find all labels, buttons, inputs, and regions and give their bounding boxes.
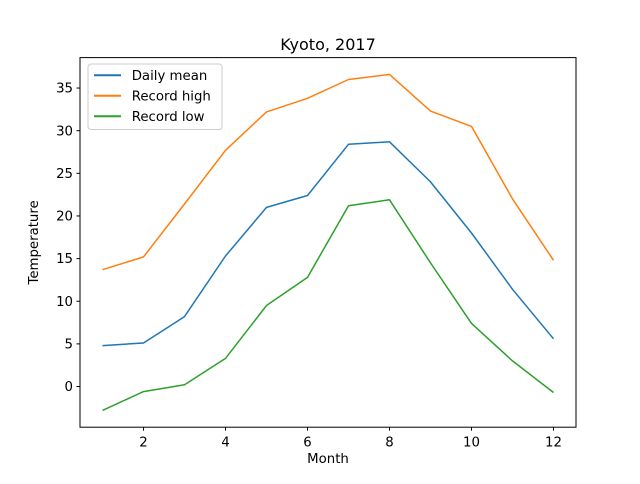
y-tick-label: 10 xyxy=(56,295,73,310)
x-tick-label: 8 xyxy=(385,436,393,451)
x-axis-label: Month xyxy=(307,452,349,467)
legend-label-record-high: Record high xyxy=(132,90,211,105)
line-daily-mean xyxy=(102,141,555,347)
y-tick-label: 35 xyxy=(56,82,73,97)
y-tick-label: 15 xyxy=(56,252,73,267)
plot-area xyxy=(79,57,577,428)
legend-box xyxy=(87,63,223,130)
line-record-low xyxy=(102,199,554,412)
y-tick-label: 30 xyxy=(56,124,73,139)
x-tick-label: 12 xyxy=(545,436,562,451)
x-tick-label: 6 xyxy=(303,436,311,451)
legend-label-record-low: Record low xyxy=(132,110,205,125)
y-tick-label: 5 xyxy=(65,337,73,352)
series-lines xyxy=(102,73,555,412)
y-tick-label: 25 xyxy=(56,167,73,182)
x-tick-label: 10 xyxy=(463,436,480,451)
y-tick-label: 20 xyxy=(56,210,73,225)
x-tick-label: 2 xyxy=(139,436,147,451)
chart-title: Kyoto, 2017 xyxy=(280,35,376,54)
x-tick-label: 4 xyxy=(221,436,229,451)
legend-label-daily-mean: Daily mean xyxy=(132,69,208,84)
y-tick-label: 0 xyxy=(65,380,73,395)
line-record-high xyxy=(102,73,555,271)
y-axis-ticks: 0 5 10 15 20 25 30 35 xyxy=(56,82,80,395)
legend: Daily mean Record high Record low xyxy=(87,63,223,130)
x-axis-ticks: 2 4 6 8 10 12 xyxy=(139,427,562,451)
y-axis-label: Temperature xyxy=(27,200,42,285)
